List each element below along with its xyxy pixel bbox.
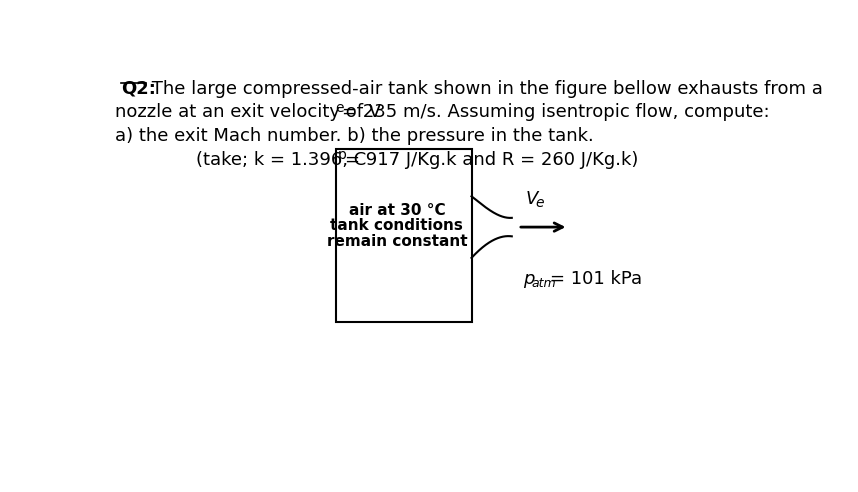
Text: (take; k = 1.396, C: (take; k = 1.396, C [196,151,366,169]
Text: Q2:: Q2: [121,80,156,98]
Text: = 917 J/Kg.k and R = 260 J/Kg.k): = 917 J/Kg.k and R = 260 J/Kg.k) [345,151,638,169]
Bar [335,149,472,322]
Text: e: e [335,101,343,115]
Text: tank conditions: tank conditions [330,218,463,233]
Text: air at 30 °C: air at 30 °C [348,203,445,218]
Text: V: V [526,190,538,208]
Text: e: e [535,196,544,210]
Text: atm: atm [531,277,556,290]
Text: p: p [523,270,535,288]
Text: = 235 m/s. Assuming isentropic flow, compute:: = 235 m/s. Assuming isentropic flow, com… [342,103,770,121]
Text: p: p [338,149,347,162]
Text: = 101 kPa: = 101 kPa [550,270,642,288]
Text: remain constant: remain constant [327,234,468,249]
Text: nozzle at an exit velocity of V: nozzle at an exit velocity of V [115,103,381,121]
Text: The large compressed-air tank shown in the figure bellow exhausts from a: The large compressed-air tank shown in t… [146,80,823,98]
Text: a) the exit Mach number. b) the pressure in the tank.: a) the exit Mach number. b) the pressure… [115,127,594,145]
